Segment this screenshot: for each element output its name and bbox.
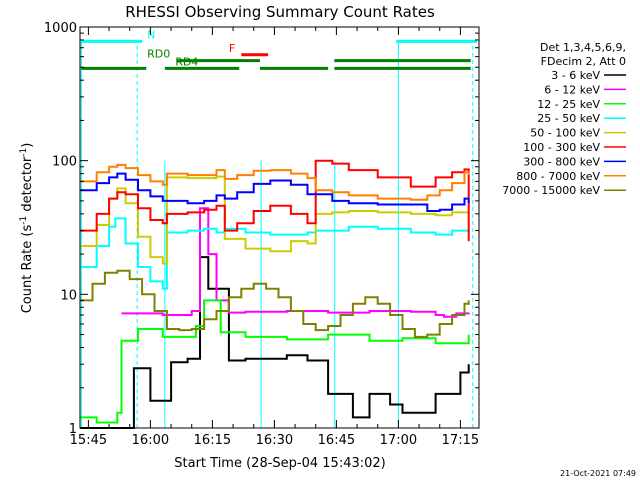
y-tick-label-1: 10 [60,288,77,303]
x-axis-label: Start Time (28-Sep-04 15:43:02) [174,456,385,471]
legend-label-4: 50 - 100 keV [530,127,600,140]
y-tick-label-2: 100 [52,155,77,170]
generated-timestamp: 21-Oct-2021 07:49 [560,469,636,478]
y-axis-label: Count Rate (s-1 detector-1) [19,143,35,314]
chart-title: RHESSI Observing Summary Count Rates [125,3,435,21]
plot-area: N F RD0 RD4 [80,28,477,429]
legend-label-6: 300 - 800 keV [523,155,600,168]
x-tick-label-0: 15:45 [70,433,107,448]
series-line-1 [121,207,470,318]
y-axis-label-end: ) [20,143,35,148]
x-tick-label-2: 16:15 [194,433,231,448]
y-tick-label-3: 1000 [44,21,77,36]
series-line-0 [80,256,470,429]
flag-label-rd0: RD0 [147,48,170,61]
y-tick-label-0: 1 [69,422,77,437]
legend-label-1: 6 - 12 keV [544,83,600,96]
y-axis-label-main: Count Rate (s [20,225,35,314]
x-tick-label-6: 17:15 [442,433,479,448]
x-tick-label-4: 16:45 [318,433,355,448]
series-line-5 [80,159,470,242]
series-line-6 [80,172,470,212]
x-tick-label-3: 16:30 [256,433,293,448]
y-axis-label-mid: detector [20,156,35,216]
x-tick-label-5: 17:00 [380,433,417,448]
plot-frame [79,26,480,429]
legend-label-3: 25 - 50 keV [537,112,600,125]
series-line-4 [80,175,470,265]
legend-header-0: Det 1,3,4,5,6,9, [540,41,626,54]
y-axis-label-exp1: -1 [19,216,29,225]
legend-label-5: 100 - 300 keV [523,141,600,154]
y-axis-label-exp2: -1 [19,148,29,157]
legend: Det 1,3,4,5,6,9,FDecim 2, Att 03 - 6 keV… [502,41,626,197]
flag-label-n: N [147,28,155,41]
legend-header-1: FDecim 2, Att 0 [541,55,626,68]
series-line-8 [80,269,470,338]
legend-label-8: 7000 - 15000 keV [502,184,600,197]
x-tick-label-1: 16:00 [132,433,169,448]
legend-label-0: 3 - 6 keV [551,69,600,82]
legend-label-7: 800 - 7000 keV [516,170,600,183]
series-line-2 [80,299,470,424]
legend-label-2: 12 - 25 keV [537,98,600,111]
axes: 15:45 16:00 16:15 16:30 16:45 17:00 17:15 1 10 10… [44,21,480,448]
flag-label-f: F [229,42,235,55]
flag-label-rd4: RD4 [175,55,198,68]
series-line-7 [80,163,470,201]
